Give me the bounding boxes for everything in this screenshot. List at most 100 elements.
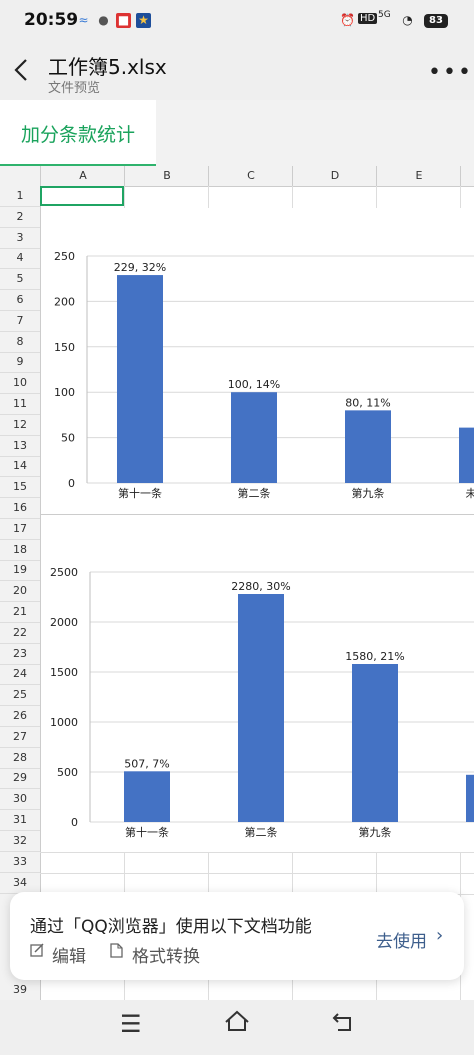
column-header-e[interactable]: E [376, 166, 461, 186]
row-divider [0, 268, 40, 270]
bar [459, 427, 474, 483]
row-number-17[interactable]: 17 [13, 521, 27, 535]
row-number-22[interactable]: 22 [13, 625, 27, 639]
chart-1: 250 200 150 100 50 0 229, 32% 第十一条 100, 14% 第二条 80… [54, 250, 474, 500]
row-divider [0, 476, 40, 478]
alarm-icon: ⏰ [340, 13, 355, 27]
row-number-11[interactable]: 11 [13, 397, 27, 410]
column-header-d[interactable]: D [292, 166, 377, 186]
edit-option[interactable]: 编辑 [52, 947, 86, 967]
row-divider [0, 872, 40, 873]
row-number-13[interactable]: 13 [13, 438, 27, 452]
row-divider [0, 663, 40, 665]
row-number-39[interactable]: 39 [13, 983, 27, 996]
qq-browser-promo-card[interactable] [10, 892, 464, 980]
row-divider [0, 372, 40, 374]
row-divider [0, 726, 40, 727]
y-tick-label: 0 [68, 477, 75, 490]
row-number-32[interactable]: 32 [13, 833, 27, 847]
column-header-c[interactable]: C [208, 166, 293, 186]
y-tick-label: 1000 [50, 716, 78, 729]
row-number-23[interactable]: 23 [13, 646, 27, 660]
row-number-2[interactable]: 2 [16, 209, 24, 223]
network-icon: 5G [378, 10, 391, 20]
row-number-3[interactable]: 3 [16, 230, 24, 244]
row-number-33[interactable]: 33 [13, 855, 27, 868]
row-divider [0, 393, 40, 395]
more-menu-button[interactable]: ••• [428, 60, 473, 85]
back-button[interactable] [14, 58, 28, 87]
x-category-label: 第十一条 [118, 486, 162, 500]
row-number-7[interactable]: 7 [16, 313, 24, 327]
row-divider [0, 434, 40, 436]
selected-cell-a1[interactable] [40, 186, 124, 206]
y-tick-label: 2000 [50, 616, 78, 629]
column-header-a[interactable]: A [40, 166, 125, 186]
row-number-14[interactable]: 14 [13, 459, 27, 473]
row-divider [0, 206, 40, 207]
message-icon: ● [98, 13, 109, 27]
row-number-9[interactable]: 9 [16, 355, 24, 369]
row-number-21[interactable]: 21 [13, 605, 27, 618]
row-number-24[interactable]: 24 [13, 667, 27, 681]
x-category-label: 第九条 [359, 825, 392, 839]
column-header-b[interactable]: B [124, 166, 209, 186]
row-divider [0, 601, 40, 603]
row-number-29[interactable]: 29 [13, 771, 27, 785]
row-divider [0, 642, 40, 644]
use-now-button[interactable]: 去使用 [376, 932, 427, 952]
top-bar [0, 42, 474, 100]
row-number-25[interactable]: 25 [13, 688, 27, 702]
y-tick-label: 1500 [50, 666, 78, 679]
x-category-label: 未找到 [466, 486, 474, 500]
column-header [0, 166, 474, 187]
bar [238, 594, 284, 822]
gridline [208, 186, 209, 208]
gridline [124, 186, 125, 208]
row-divider [0, 414, 40, 415]
x-category-label: 第十一条 [125, 825, 169, 839]
chart-1-area[interactable]: 250 200 150 100 50 0 229, 32% 第十一条 100, 14% 第二条 80… [41, 208, 474, 515]
data-label: 229, 32% [114, 261, 166, 274]
row-number-12[interactable]: 12 [13, 417, 27, 431]
row-number-19[interactable]: 19 [13, 563, 27, 577]
menu-icon[interactable]: ☰ [120, 1010, 142, 1038]
row-number-8[interactable]: 8 [16, 334, 24, 348]
row-number-5[interactable]: 5 [16, 272, 24, 286]
promo-text: 通过「QQ浏览器」使用以下文档功能 [30, 917, 312, 937]
app-blue-icon: ★ [136, 13, 151, 28]
row-number-28[interactable]: 28 [13, 750, 27, 764]
row-number-27[interactable]: 27 [13, 729, 27, 743]
column-header-f[interactable] [460, 166, 474, 186]
row-divider [0, 559, 40, 561]
row-number-18[interactable]: 18 [13, 542, 27, 556]
row-divider [0, 497, 40, 499]
row-number-1[interactable]: 1 [16, 189, 24, 202]
row-number-20[interactable]: 20 [13, 584, 27, 598]
home-icon[interactable] [224, 1010, 250, 1038]
row-divider [0, 809, 40, 811]
row-number-30[interactable]: 30 [13, 792, 27, 806]
row-number-31[interactable]: 31 [13, 813, 27, 826]
bar [352, 664, 398, 822]
y-tick-label: 500 [57, 766, 78, 779]
row-number-26[interactable]: 26 [13, 709, 27, 722]
return-icon[interactable] [332, 1010, 354, 1038]
row-number-4[interactable]: 4 [16, 251, 24, 265]
gridline [292, 186, 293, 208]
row-divider [0, 538, 40, 540]
row-divider [0, 830, 40, 831]
format-convert-option[interactable]: 格式转换 [132, 947, 200, 967]
row-divider [0, 330, 40, 332]
app-red-icon: ■ [116, 13, 131, 28]
tab-sheet[interactable] [0, 100, 156, 167]
row-number-10[interactable]: 10 [13, 376, 27, 390]
row-number-34[interactable]: 34 [13, 876, 27, 889]
row-divider [0, 247, 40, 249]
row-divider [0, 788, 40, 790]
chart-2-area[interactable]: 2500 2000 1500 1000 500 0 507, 7% 第十一条 2280, 30%… [41, 516, 474, 852]
row-number-6[interactable]: 6 [16, 293, 24, 306]
row-number-16[interactable]: 16 [13, 501, 27, 514]
y-tick-label: 0 [71, 816, 78, 829]
row-number-15[interactable]: 15 [13, 480, 27, 494]
